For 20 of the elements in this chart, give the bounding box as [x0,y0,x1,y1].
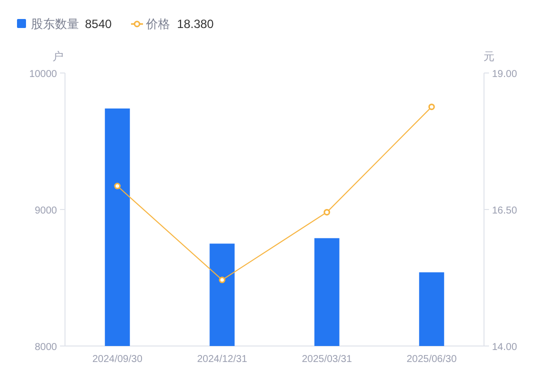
y2-tick-label: 14.00 [492,342,518,353]
text: 8540 [85,17,112,31]
x-tick-label: 2024/12/31 [197,354,248,365]
y2-axis-title: 元 [484,51,494,63]
y-tick-label: 9000 [34,206,58,216]
x-tick-label: 2024/09/30 [92,354,143,365]
point [324,208,330,216]
legend-label: 价格 [145,17,170,31]
point [114,182,121,190]
text: 18.380 [177,17,214,31]
y-tick-label: 10000 [29,69,58,80]
point [428,104,435,110]
y-tick-label: 8000 [34,342,58,353]
x-tick-label: 2025/06/30 [406,354,458,365]
y2-tick-label: 19.00 [492,69,518,80]
point [218,276,226,284]
legend-label: 股东数量 [31,17,79,31]
y-axis-title: 户 [52,50,64,63]
y2-tick-label: 16.50 [492,206,518,216]
x-tick-label: 2025/03/31 [302,354,352,365]
